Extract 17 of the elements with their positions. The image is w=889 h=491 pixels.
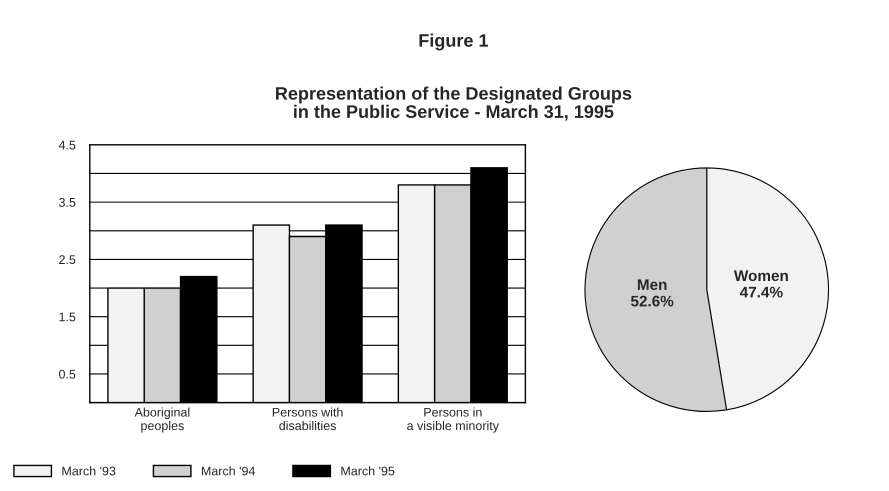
slice-label: Women <box>734 270 788 282</box>
slice-label: Men <box>638 279 666 290</box>
x-tick-label: Persons with disabilities <box>272 407 343 430</box>
chart-title: Figure 1 <box>419 34 488 50</box>
x-tick-label: Persons in a visible minority <box>407 407 499 433</box>
y-tick-label: 0.5 <box>59 370 76 379</box>
y-tick-label: 2.5 <box>59 255 76 264</box>
chart-subtitle: Representation of the Designated Groups in the Public Service - March 31, 1995 <box>276 86 632 121</box>
y-tick-label: 1.5 <box>59 312 76 322</box>
legend-label: March '93 <box>62 466 116 476</box>
data-label: 47.4% <box>740 286 783 298</box>
legend-label: March '94 <box>202 466 256 476</box>
x-tick-label: Aboriginal peoples <box>134 407 190 433</box>
data-label: 52.6% <box>630 296 674 306</box>
y-tick-label: 3.5 <box>59 198 76 207</box>
legend-label: March '95 <box>341 466 394 476</box>
y-tick-label: 4.5 <box>58 140 76 150</box>
